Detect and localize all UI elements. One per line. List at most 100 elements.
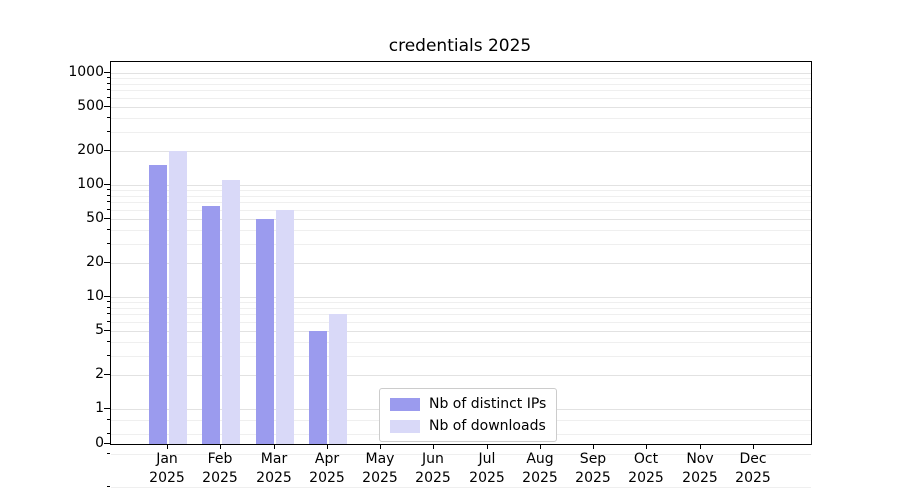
y-tick-mark [104, 443, 110, 444]
y-tick-mark [104, 408, 110, 409]
y-minor-tick-mark [107, 433, 110, 434]
x-tick-label: Jul 2025 [469, 451, 505, 486]
minor-gridline [111, 118, 811, 119]
y-tick-mark [104, 374, 110, 375]
major-gridline [111, 107, 811, 108]
minor-gridline [111, 78, 811, 79]
x-tick-mark [487, 444, 488, 449]
y-tick-label: 20 [86, 254, 104, 270]
y-tick-label: 10 [86, 288, 104, 304]
y-tick-label: 5 [95, 322, 104, 338]
x-tick-label: Jan 2025 [149, 451, 185, 486]
bar [309, 331, 327, 444]
major-gridline [111, 73, 811, 74]
y-tick-mark [104, 262, 110, 263]
y-tick-label: 500 [77, 98, 104, 114]
bar [202, 206, 220, 444]
legend: Nb of distinct IPs Nb of downloads [379, 388, 558, 442]
minor-gridline [111, 308, 811, 309]
x-tick-mark [646, 444, 647, 449]
y-minor-tick-mark [107, 77, 110, 78]
x-tick-mark [753, 444, 754, 449]
x-tick-label: Apr 2025 [309, 451, 345, 486]
y-minor-tick-mark [107, 89, 110, 90]
y-minor-tick-mark [107, 229, 110, 230]
bar [169, 151, 187, 444]
bar [149, 165, 167, 444]
x-tick-mark [700, 444, 701, 449]
minor-gridline [111, 302, 811, 303]
minor-gridline [111, 84, 811, 85]
y-minor-tick-mark [107, 201, 110, 202]
bar [276, 210, 294, 444]
y-tick-mark [104, 184, 110, 185]
y-tick-label: 1 [95, 400, 104, 416]
major-gridline [111, 263, 811, 264]
y-minor-tick-mark [107, 97, 110, 98]
y-tick-label: 100 [77, 176, 104, 192]
x-tick-mark [593, 444, 594, 449]
y-minor-tick-mark [107, 453, 110, 454]
y-minor-tick-mark [107, 243, 110, 244]
major-gridline [111, 151, 811, 152]
minor-gridline [111, 487, 811, 488]
y-minor-tick-mark [107, 419, 110, 420]
legend-item: Nb of downloads [390, 418, 546, 434]
minor-gridline [111, 322, 811, 323]
y-minor-tick-mark [107, 195, 110, 196]
x-tick-label: Aug 2025 [522, 451, 558, 486]
x-tick-mark [167, 444, 168, 449]
major-gridline [111, 185, 811, 186]
y-tick-mark [104, 72, 110, 73]
y-minor-tick-mark [107, 486, 110, 487]
y-tick-mark [104, 106, 110, 107]
minor-gridline [111, 210, 811, 211]
x-tick-label: Jun 2025 [415, 451, 451, 486]
x-tick-mark [220, 444, 221, 449]
chart-title: credentials 2025 [388, 36, 532, 56]
major-gridline [111, 297, 811, 298]
major-gridline [111, 375, 811, 376]
x-tick-label: Dec 2025 [735, 451, 771, 486]
minor-gridline [111, 314, 811, 315]
y-tick-mark [104, 218, 110, 219]
minor-gridline [111, 202, 811, 203]
legend-item: Nb of distinct IPs [390, 396, 546, 412]
bar [256, 219, 274, 444]
y-minor-tick-mark [107, 341, 110, 342]
minor-gridline [111, 190, 811, 191]
x-tick-mark [274, 444, 275, 449]
minor-gridline [111, 342, 811, 343]
x-tick-label: Sep 2025 [575, 451, 611, 486]
legend-label: Nb of downloads [429, 418, 546, 434]
y-minor-tick-mark [107, 307, 110, 308]
minor-gridline [111, 230, 811, 231]
y-tick-mark [104, 150, 110, 151]
y-tick-mark [104, 296, 110, 297]
y-minor-tick-mark [107, 301, 110, 302]
y-minor-tick-mark [107, 83, 110, 84]
y-minor-tick-mark [107, 321, 110, 322]
x-tick-mark [540, 444, 541, 449]
minor-gridline [111, 90, 811, 91]
minor-gridline [111, 196, 811, 197]
y-minor-tick-mark [107, 131, 110, 132]
legend-swatch-icon [390, 419, 420, 433]
y-tick-label: 200 [77, 142, 104, 158]
y-tick-mark [104, 330, 110, 331]
minor-gridline [111, 98, 811, 99]
y-minor-tick-mark [107, 313, 110, 314]
x-tick-label: May 2025 [362, 451, 398, 486]
y-minor-tick-mark [107, 355, 110, 356]
x-tick-mark [380, 444, 381, 449]
legend-swatch-icon [390, 397, 420, 411]
y-tick-label: 2 [95, 366, 104, 382]
x-tick-label: Mar 2025 [256, 451, 292, 486]
x-tick-label: Feb 2025 [202, 451, 238, 486]
x-tick-label: Nov 2025 [682, 451, 718, 486]
y-tick-label: 50 [86, 210, 104, 226]
bar [329, 314, 347, 444]
x-tick-mark [327, 444, 328, 449]
y-minor-tick-mark [107, 117, 110, 118]
x-tick-label: Oct 2025 [628, 451, 664, 486]
